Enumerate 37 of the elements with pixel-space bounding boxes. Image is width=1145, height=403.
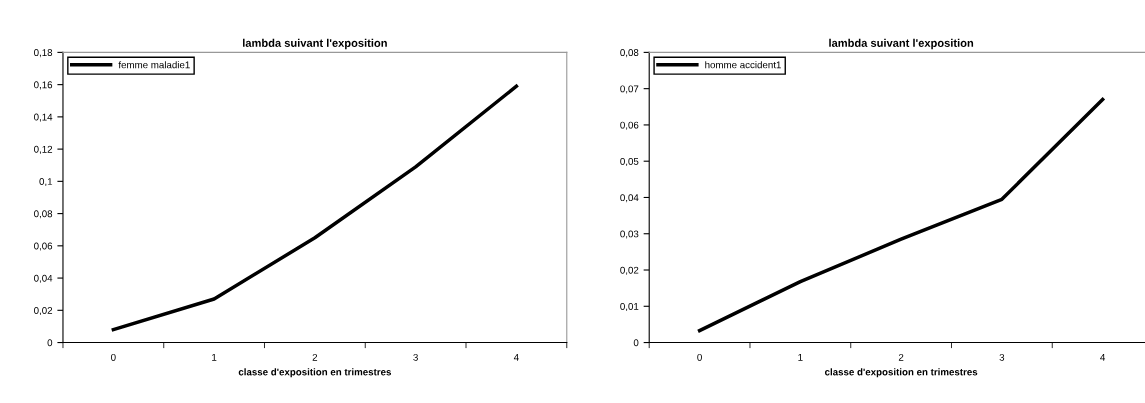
- line-series: [111, 84, 519, 332]
- y-tick-label: 0,01: [620, 303, 639, 312]
- x-tick-label: 1: [212, 354, 217, 361]
- y-tick-label: 0,07: [620, 85, 639, 94]
- y-tick-label: 0,1: [39, 178, 53, 187]
- line-series: [697, 97, 1105, 333]
- legend-label: homme accident1: [705, 61, 781, 69]
- y-tick-label: 0,02: [620, 266, 639, 275]
- y-tick-label: 0,14: [34, 113, 53, 122]
- y-tick-label: 0,12: [34, 145, 53, 154]
- y-tick-label: 0,08: [34, 210, 53, 219]
- x-tick-label: 1: [798, 354, 803, 361]
- x-tick-label: 4: [513, 354, 519, 361]
- x-tick-label: 2: [312, 353, 318, 361]
- y-tick-label: 0,04: [34, 274, 53, 283]
- x-tick-label: 2: [898, 353, 904, 361]
- y-tick-label: 0,06: [34, 242, 53, 251]
- y-tick-label: 0,08: [620, 49, 639, 58]
- chart-title: lambda suivant l'exposition: [829, 38, 974, 50]
- y-tick-label: 0: [633, 339, 639, 347]
- x-axis-title: classe d'exposition en trimestres: [824, 368, 978, 378]
- x-tick-label: 0: [111, 353, 116, 361]
- y-tick-label: 0,18: [34, 49, 53, 58]
- y-tick-label: 0,03: [620, 230, 639, 239]
- x-tick-label: 3: [413, 353, 418, 361]
- y-tick-label: 0,04: [620, 194, 639, 203]
- x-axis-title: classe d'exposition en trimestres: [238, 368, 392, 378]
- chart-title: lambda suivant l'exposition: [243, 38, 387, 50]
- x-tick-label: 4: [1100, 354, 1106, 361]
- y-tick-label: 0,16: [34, 81, 53, 90]
- x-tick-label: 3: [999, 353, 1005, 361]
- y-tick-label: 0,05: [620, 157, 639, 166]
- y-tick-label: 0: [47, 339, 53, 347]
- y-tick-label: 0,02: [34, 307, 53, 316]
- legend-label: femme maladie1: [118, 61, 190, 69]
- x-tick-label: 0: [697, 353, 702, 361]
- y-tick-label: 0,06: [620, 121, 639, 130]
